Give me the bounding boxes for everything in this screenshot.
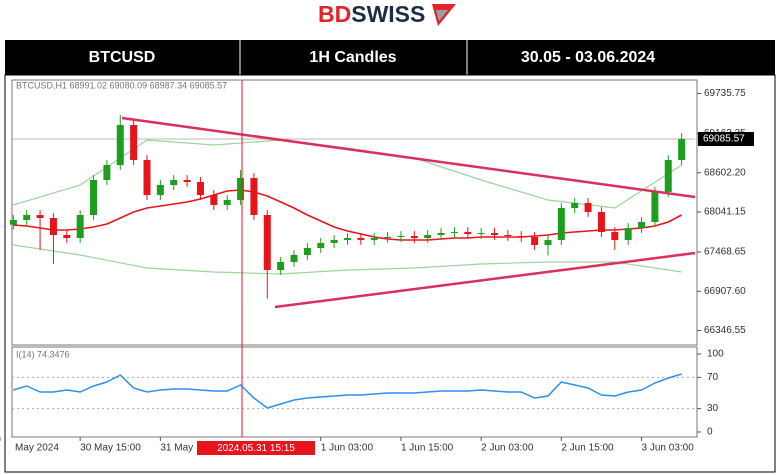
candle-body <box>611 232 619 240</box>
candle-body <box>557 208 565 240</box>
x-tick-label: 30 May 15:00 <box>80 443 141 454</box>
y-tick-label: 68041.15 <box>704 207 746 218</box>
candle-body <box>544 239 552 246</box>
moving-average <box>13 189 682 241</box>
crosshair-label-bg <box>197 441 315 455</box>
rsi-label: I(14) 74.3476 <box>16 349 70 359</box>
y-tick-label: 66907.60 <box>704 286 746 297</box>
candle-body <box>143 159 151 196</box>
candle-body <box>9 219 17 225</box>
candle-body <box>437 232 445 236</box>
candle-body <box>130 125 138 160</box>
candle-body <box>303 248 311 256</box>
candle-body <box>584 202 592 213</box>
rsi-pane <box>11 346 698 438</box>
candle-body <box>410 235 418 239</box>
rsi-line <box>13 373 682 409</box>
candle-body <box>183 179 191 183</box>
x-tick-label: 1 Jun 03:00 <box>321 443 374 454</box>
candle-body <box>210 195 218 206</box>
candle-body <box>450 232 458 234</box>
header-symbol: BTCUSD <box>89 49 156 66</box>
x-tick-label: May 2024 <box>15 443 59 454</box>
x-tick-label: 2 Jun 03:00 <box>481 443 534 454</box>
candle-body <box>597 212 605 233</box>
y-tick-label: 68602.20 <box>704 167 746 178</box>
candle-body <box>196 182 204 196</box>
rsi-tick-label: 30 <box>707 403 719 414</box>
candle-body <box>491 232 499 236</box>
candle-body <box>263 215 271 270</box>
x-tick-label: 31 May <box>160 443 193 454</box>
x-tick-label: 3 Jun 03:00 <box>642 443 695 454</box>
last-price-box <box>698 131 754 146</box>
crosshair-label: 2024.05.31 15:15 <box>217 443 295 454</box>
last-price-label: 69085.57 <box>703 134 745 145</box>
candle-body <box>370 238 378 240</box>
candle-body <box>317 242 325 249</box>
logo: BDSWISS <box>318 1 425 27</box>
rsi-tick-label: 70 <box>707 372 719 383</box>
rsi-tick-label: 100 <box>707 349 724 360</box>
candle-body <box>638 222 646 229</box>
candle-body <box>397 235 405 237</box>
x-tick-label: 2 Jun 15:00 <box>561 443 614 454</box>
candle-body <box>290 255 298 263</box>
candle-body <box>156 185 164 196</box>
candle-body <box>237 178 245 200</box>
candle-body <box>651 192 659 223</box>
candle-body <box>357 238 365 240</box>
candle-body <box>517 235 525 237</box>
candle-body <box>250 178 258 216</box>
logo-bd: BD <box>318 1 351 27</box>
candle-body <box>49 218 57 236</box>
candle-body <box>277 262 285 270</box>
candle-body <box>664 159 672 193</box>
candle-body <box>624 228 632 240</box>
y-tick-label: 66346.55 <box>704 325 746 336</box>
logo-swiss: SWISS <box>351 1 425 27</box>
header-timeframe: 1H Candles <box>309 49 396 66</box>
x-tick-label: 1 Jun 15:00 <box>401 443 454 454</box>
header-dates: 30.05 - 03.06.2024 <box>521 49 655 66</box>
y-tick-label: 67468.65 <box>704 247 746 258</box>
candle-body <box>424 235 432 239</box>
candle-body <box>23 215 31 220</box>
lower-band <box>13 244 682 275</box>
candle-body <box>116 125 124 166</box>
logo-icon-inner <box>436 10 448 21</box>
rsi-tick-label: 0 <box>707 427 713 438</box>
candle-body <box>384 236 392 239</box>
trendline <box>121 116 696 199</box>
logo-icon <box>432 4 456 26</box>
candle-body <box>477 232 485 235</box>
candle-body <box>343 238 351 240</box>
y-tick-label: 69735.75 <box>704 88 746 99</box>
candle-body <box>76 215 84 239</box>
candle-body <box>170 179 178 186</box>
candle-body <box>63 235 71 239</box>
candle-body <box>223 199 231 206</box>
candle-body <box>571 202 579 209</box>
candle-body <box>36 215 44 219</box>
trendline <box>274 251 696 309</box>
candle-body <box>678 138 686 160</box>
candle-body <box>464 232 472 235</box>
header-bar <box>5 40 775 75</box>
candle-body <box>330 239 338 243</box>
candle-body <box>504 235 512 237</box>
candle-body <box>90 179 98 216</box>
candle-body <box>103 165 111 180</box>
candle-body <box>531 236 539 246</box>
chart-info: BTCUSD,H1 68991.02 69080.09 68987.34 690… <box>16 80 227 90</box>
